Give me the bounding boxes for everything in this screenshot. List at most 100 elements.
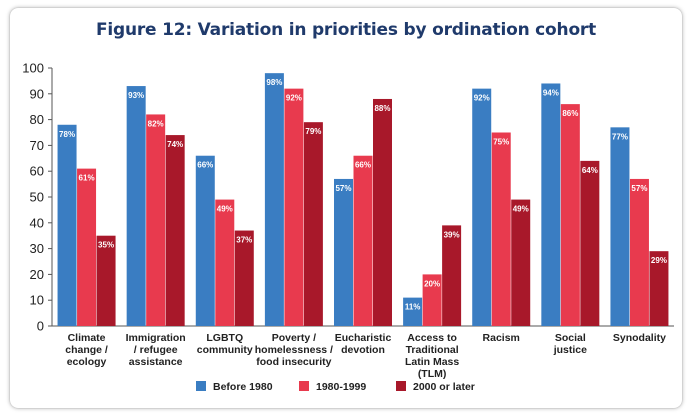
bar <box>422 274 442 326</box>
bar <box>165 135 185 326</box>
data-label: 98% <box>266 78 282 87</box>
x-tick-label-line: Immigration <box>126 332 186 344</box>
data-label: 11% <box>405 303 421 312</box>
bar <box>215 199 235 326</box>
bar <box>373 98 392 327</box>
x-tick-label: Climate change / ecology <box>65 332 108 368</box>
bar <box>560 104 580 327</box>
y-tick-label: 70 <box>30 138 44 153</box>
x-tick-label: Synodality <box>613 332 666 344</box>
data-label: 82% <box>148 119 164 128</box>
data-label: 88% <box>374 104 390 113</box>
data-label: 74% <box>167 140 183 149</box>
x-tick-label: Eucharistic devotion <box>335 332 392 356</box>
data-label: 86% <box>562 109 578 118</box>
x-tick-label: Access to Traditional Latin Mass (TLM) <box>405 332 459 380</box>
data-label: 57% <box>335 184 351 193</box>
bar <box>580 160 600 326</box>
x-tick-label: LGBTQ community <box>197 332 253 356</box>
bar <box>472 88 492 326</box>
data-label: 92% <box>474 94 490 103</box>
data-label: 49% <box>513 205 529 214</box>
bar <box>284 88 304 326</box>
x-tick-label-line: assistance <box>129 356 183 368</box>
data-label: 94% <box>543 88 559 97</box>
data-label: 66% <box>197 161 213 170</box>
data-label: 75% <box>493 138 509 147</box>
bar <box>96 235 116 326</box>
bar <box>57 124 77 326</box>
bar <box>77 168 97 326</box>
x-tick-label-line: / refugee <box>134 344 178 356</box>
data-label: 49% <box>217 205 233 214</box>
legend-label: Before 1980 <box>213 381 273 393</box>
x-tick-label-line: Racism <box>483 332 520 344</box>
bar <box>610 127 630 326</box>
bar <box>353 155 373 326</box>
data-label: 29% <box>651 256 667 265</box>
x-tick-label-line: Climate <box>68 332 106 344</box>
data-label: 93% <box>128 91 144 100</box>
x-tick-label-line: food insecurity <box>256 356 331 368</box>
y-tick-label: 10 <box>30 293 44 308</box>
legend-label: 2000 or later <box>413 381 475 393</box>
data-label: 61% <box>79 174 95 183</box>
x-tick-label-line: Traditional <box>406 344 459 356</box>
x-tick-label-line: Social <box>555 332 586 344</box>
x-tick-label: Immigration / refugee assistance <box>126 332 186 368</box>
data-label: 79% <box>305 127 321 136</box>
data-label: 37% <box>236 236 252 245</box>
bar <box>442 225 462 326</box>
bar <box>195 155 215 326</box>
data-label: 39% <box>444 230 460 239</box>
x-tick-label-line: homelessness / <box>255 344 333 356</box>
bar <box>234 230 254 326</box>
y-tick-label: 50 <box>30 190 44 205</box>
y-tick-label: 0 <box>37 319 44 334</box>
x-tick-label-line: Poverty / <box>272 332 316 344</box>
y-tick-label: 100 <box>22 61 44 76</box>
x-tick-label-line: justice <box>553 344 587 356</box>
legend-swatch <box>396 381 406 391</box>
x-tick-label-line: LGBTQ <box>206 332 243 344</box>
data-label: 20% <box>424 279 440 288</box>
y-tick-label: 30 <box>30 241 44 256</box>
legend-swatch <box>196 381 206 391</box>
x-tick-label: Racism <box>483 332 520 344</box>
x-tick-label-line: devotion <box>341 344 385 356</box>
bar <box>264 73 284 326</box>
x-tick-label: Social justice <box>553 332 587 356</box>
bar <box>491 132 511 326</box>
data-label: 77% <box>612 132 628 141</box>
y-tick-label: 20 <box>30 267 44 282</box>
bar <box>303 122 323 327</box>
x-tick-label-line: Latin Mass <box>405 356 459 368</box>
x-tick-label-line: change / <box>65 344 108 356</box>
y-tick-label: 90 <box>30 86 44 101</box>
data-label: 35% <box>98 241 114 250</box>
x-tick-label-line: ecology <box>67 356 107 368</box>
data-label: 66% <box>355 161 371 170</box>
legend-label: 1980-1999 <box>316 381 366 393</box>
x-tick-label-line: Access to <box>407 332 457 344</box>
bar <box>649 251 669 326</box>
data-label: 64% <box>582 166 598 175</box>
data-label: 78% <box>59 130 75 139</box>
bar <box>629 178 649 326</box>
bar <box>146 114 166 326</box>
legend-swatch <box>299 381 309 391</box>
x-tick-label: Poverty / homelessness / food insecurity <box>255 332 333 368</box>
bar <box>511 199 531 326</box>
bar <box>541 83 561 326</box>
bar <box>334 178 353 326</box>
y-tick-label: 60 <box>30 164 44 179</box>
x-tick-label-line: Eucharistic <box>335 332 392 344</box>
y-tick-label: 40 <box>30 215 44 230</box>
x-tick-label-line: community <box>197 344 253 356</box>
x-tick-label-line: Synodality <box>613 332 666 344</box>
y-tick-label: 80 <box>30 112 44 127</box>
bar <box>403 297 423 326</box>
x-tick-label-line: (TLM) <box>418 368 447 380</box>
data-label: 92% <box>286 94 302 103</box>
